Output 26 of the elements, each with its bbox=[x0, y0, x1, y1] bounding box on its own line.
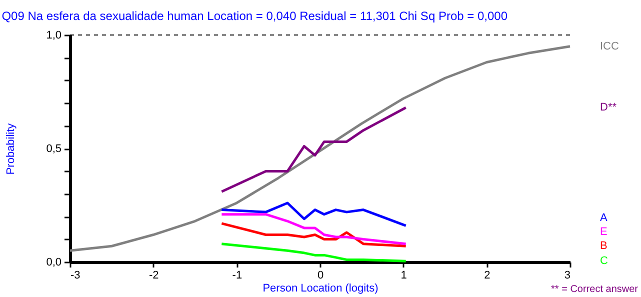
y-tick-label: 1,0 bbox=[46, 30, 62, 42]
line-series bbox=[220, 106, 408, 193]
x-tick-label: 1 bbox=[400, 270, 407, 282]
text: A bbox=[600, 212, 608, 224]
line-series bbox=[68, 45, 572, 252]
y-axis-title: Probability bbox=[5, 122, 18, 175]
x-tick-label: 2 bbox=[484, 270, 490, 282]
text: D** bbox=[600, 102, 618, 114]
text: B bbox=[600, 240, 608, 252]
x-tick-label: 3 bbox=[564, 270, 570, 282]
text: C bbox=[600, 255, 608, 268]
text: ** = Correct answer bbox=[551, 284, 639, 295]
chart-title: Q09 Na esfera da sexualidade human Location = 0,040 Residual = 11,301 Chi Sq Prob = 0,000 bbox=[2, 9, 508, 23]
x-tick-label: -1 bbox=[232, 270, 242, 282]
text: E bbox=[600, 226, 608, 238]
x-tick-label: 0 bbox=[317, 270, 324, 282]
x-tick-label: -2 bbox=[148, 270, 159, 282]
x-tick-label: -3 bbox=[70, 270, 80, 282]
text: ICC bbox=[600, 40, 619, 52]
line-series bbox=[220, 202, 408, 227]
x-axis-title: Person Location (logits) bbox=[262, 282, 378, 294]
line-series bbox=[220, 222, 408, 248]
line-series bbox=[220, 242, 408, 262]
line-series bbox=[220, 213, 408, 246]
y-tick-label: 0,0 bbox=[46, 256, 62, 268]
y-tick-label: 0,5 bbox=[46, 143, 62, 155]
